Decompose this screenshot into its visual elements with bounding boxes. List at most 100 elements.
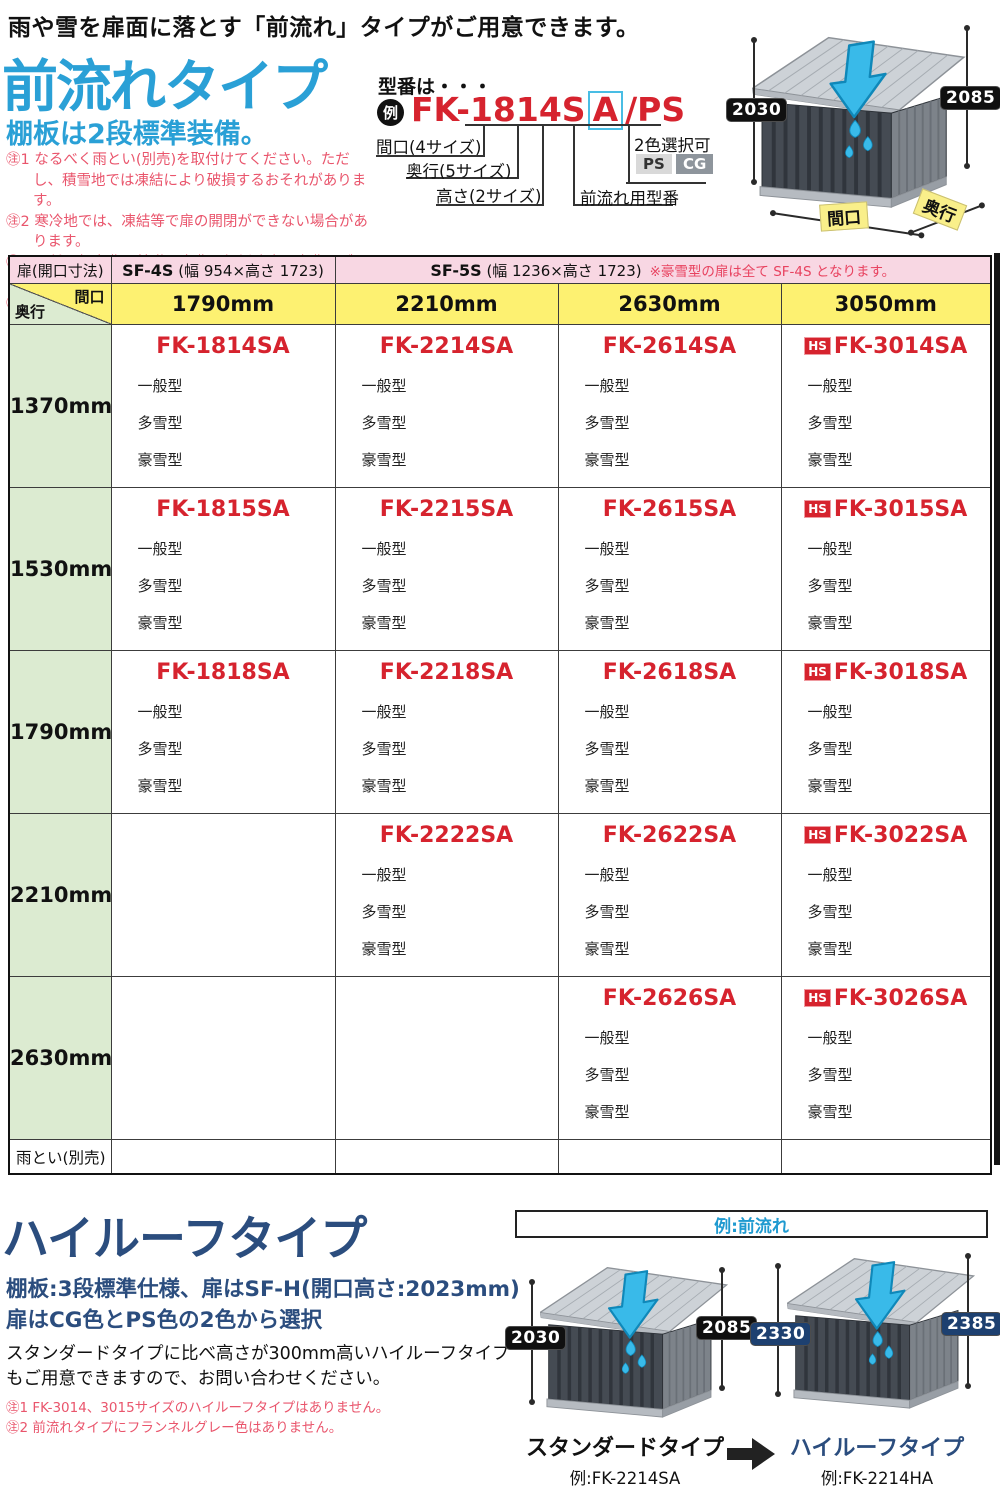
model-number: FK-1815SA xyxy=(156,497,290,522)
label-front-flow-code: 前流れ用型番 xyxy=(580,189,679,208)
type-heavy-snow: 多雪型 xyxy=(584,903,630,921)
dim-badge-2330: 2330 xyxy=(750,1322,812,1346)
model-number: FK-2618SA xyxy=(602,660,737,685)
type-heavy-snow: 多雪型 xyxy=(584,414,630,432)
depth-header: 1790mm xyxy=(8,650,112,814)
type-general: 一般型 xyxy=(361,377,407,395)
highroof-note-1: ㊟1 FK-3014、3015サイズのハイルーフタイプはありません。 xyxy=(6,1400,390,1416)
model-cell xyxy=(334,976,559,1140)
type-heavy-snow: 多雪型 xyxy=(361,414,407,432)
dim-badge-2385: 2385 xyxy=(941,1312,1000,1336)
model-number: FK-2622SA xyxy=(602,823,737,848)
model-number: FK-1818SA xyxy=(156,660,290,685)
table-row: 2210mm FK-2222SA 一般型 多雪型 豪雪型 FK-2622SA 一… xyxy=(8,813,992,977)
type-extreme-snow: 豪雪型 xyxy=(137,777,183,795)
depth-header: 1370mm xyxy=(8,324,112,488)
example-box-title: 例:前流れ xyxy=(714,1216,789,1237)
model-number: HS FK-3014SA xyxy=(782,334,990,359)
model-number: FK-2214SA xyxy=(379,334,514,359)
connector-line xyxy=(376,155,485,157)
type-extreme-snow: 豪雪型 xyxy=(584,1103,630,1121)
hs-badge: HS xyxy=(804,989,831,1007)
axis-width-label: 間口 xyxy=(74,288,105,306)
connector-line xyxy=(517,124,519,179)
page-edge-shadow xyxy=(994,253,1000,1165)
model-cell: FK-1818SA 一般型 多雪型 豪雪型 xyxy=(110,650,336,814)
type-general: 一般型 xyxy=(361,866,407,884)
model-cell: FK-2618SA 一般型 多雪型 豪雪型 xyxy=(557,650,782,814)
connector-line xyxy=(626,182,706,184)
type-general: 一般型 xyxy=(807,540,853,558)
highroof-title: ハイルーフタイプ xyxy=(2,1212,367,1267)
type-extreme-snow: 豪雪型 xyxy=(361,777,407,795)
type-extreme-snow: 豪雪型 xyxy=(807,777,853,795)
type-extreme-snow: 豪雪型 xyxy=(361,614,407,632)
type-extreme-snow: 豪雪型 xyxy=(807,940,853,958)
size-table: 扉(開口寸法) SF-4S (幅 954×高さ 1723) SF-5S (幅 1… xyxy=(8,255,993,1175)
model-cell: HS FK-3018SA 一般型 多雪型 豪雪型 xyxy=(780,650,992,814)
type-general: 一般型 xyxy=(807,866,853,884)
right-arrow-icon xyxy=(727,1438,775,1470)
connector-line xyxy=(573,204,673,206)
type-extreme-snow: 豪雪型 xyxy=(584,777,630,795)
highroof-notes: ㊟1 FK-3014、3015サイズのハイルーフタイプはありません。 ㊟2 前流… xyxy=(6,1398,389,1439)
model-number: FK-2626SA xyxy=(602,986,737,1011)
type-heavy-snow: 多雪型 xyxy=(137,740,183,758)
highroof-note-2: ㊟2 前流れタイプにフランネルグレー色はありません。 xyxy=(6,1420,343,1437)
connector-line xyxy=(483,124,485,157)
example-badge: 例 xyxy=(377,99,404,126)
sf5s-label: SF-5S xyxy=(430,260,482,280)
depth-header: 2630mm xyxy=(8,976,112,1140)
note-1: ㊟1 なるべく雨とい(別売)を取付けてください。ただし、積雪地では凍結により破損… xyxy=(6,152,367,210)
model-cell: FK-2622SA 一般型 多雪型 豪雪型 xyxy=(557,813,782,977)
example-box: 例:前流れ xyxy=(515,1210,988,1238)
type-heavy-snow: 多雪型 xyxy=(584,740,630,758)
model-code-example: FK-1814S A/PS xyxy=(411,90,685,130)
connector-line xyxy=(436,204,544,206)
type-heavy-snow: 多雪型 xyxy=(807,903,853,921)
model-cell: FK-2614SA 一般型 多雪型 豪雪型 xyxy=(557,324,782,488)
type-general: 一般型 xyxy=(137,377,183,395)
type-heavy-snow: 多雪型 xyxy=(807,577,853,595)
type-general: 一般型 xyxy=(361,540,407,558)
type-heavy-snow: 多雪型 xyxy=(137,577,183,595)
empty-cell xyxy=(557,1139,782,1175)
type-extreme-snow: 豪雪型 xyxy=(584,451,630,469)
sf4s-size: (幅 954×高さ 1723) xyxy=(178,261,324,280)
connector-line xyxy=(573,124,575,206)
type-heavy-snow: 多雪型 xyxy=(584,1066,630,1084)
code-highlight: A xyxy=(587,91,624,130)
model-cell: FK-1815SA 一般型 多雪型 豪雪型 xyxy=(110,487,336,651)
model-cell: HS FK-3015SA 一般型 多雪型 豪雪型 xyxy=(780,487,992,651)
type-general: 一般型 xyxy=(584,540,630,558)
type-general: 一般型 xyxy=(584,1029,630,1047)
sf5s-size: (幅 1236×高さ 1723) xyxy=(486,261,642,280)
axis-corner-cell: 間口 奥行 xyxy=(8,283,112,325)
dim-badge-2085: 2085 xyxy=(940,86,1000,110)
model-number: HS FK-3026SA xyxy=(782,986,990,1011)
highroof-subtitle-2: 扉はCG色とPS色の2色から選択 xyxy=(6,1308,323,1333)
model-code-intro: 型番は・・・ xyxy=(378,76,493,98)
connector-line xyxy=(465,124,661,126)
label-width-sizes: 間口(4サイズ) xyxy=(376,138,482,157)
width-header: 1790mm xyxy=(110,283,336,325)
label-two-colors: 2色選択可 xyxy=(634,136,711,155)
standard-type-label: スタンダードタイプ xyxy=(525,1436,724,1461)
model-cell: HS FK-3014SA 一般型 多雪型 豪雪型 xyxy=(780,324,992,488)
sf5s-note: ※豪雪型の扉は全て SF-4S となります。 xyxy=(649,263,896,280)
dim-badge-2085: 2085 xyxy=(696,1316,758,1340)
type-extreme-snow: 豪雪型 xyxy=(807,614,853,632)
rain-gutter-label: 雨とい(別売) xyxy=(8,1139,112,1175)
sf4s-label: SF-4S xyxy=(122,260,174,280)
model-cell: FK-2222SA 一般型 多雪型 豪雪型 xyxy=(334,813,559,977)
type-heavy-snow: 多雪型 xyxy=(137,414,183,432)
table-row: 1530mm FK-1815SA 一般型 多雪型 豪雪型 FK-2215SA 一… xyxy=(8,487,992,651)
model-cell: FK-2215SA 一般型 多雪型 豪雪型 xyxy=(334,487,559,651)
model-number: FK-2614SA xyxy=(602,334,737,359)
code-suffix: /PS xyxy=(625,90,686,129)
width-header: 3050mm xyxy=(780,283,992,325)
model-number: HS FK-3015SA xyxy=(782,497,990,522)
width-header-row: 間口 奥行 1790mm 2210mm 2630mm 3050mm xyxy=(8,283,992,325)
type-heavy-snow: 多雪型 xyxy=(361,903,407,921)
